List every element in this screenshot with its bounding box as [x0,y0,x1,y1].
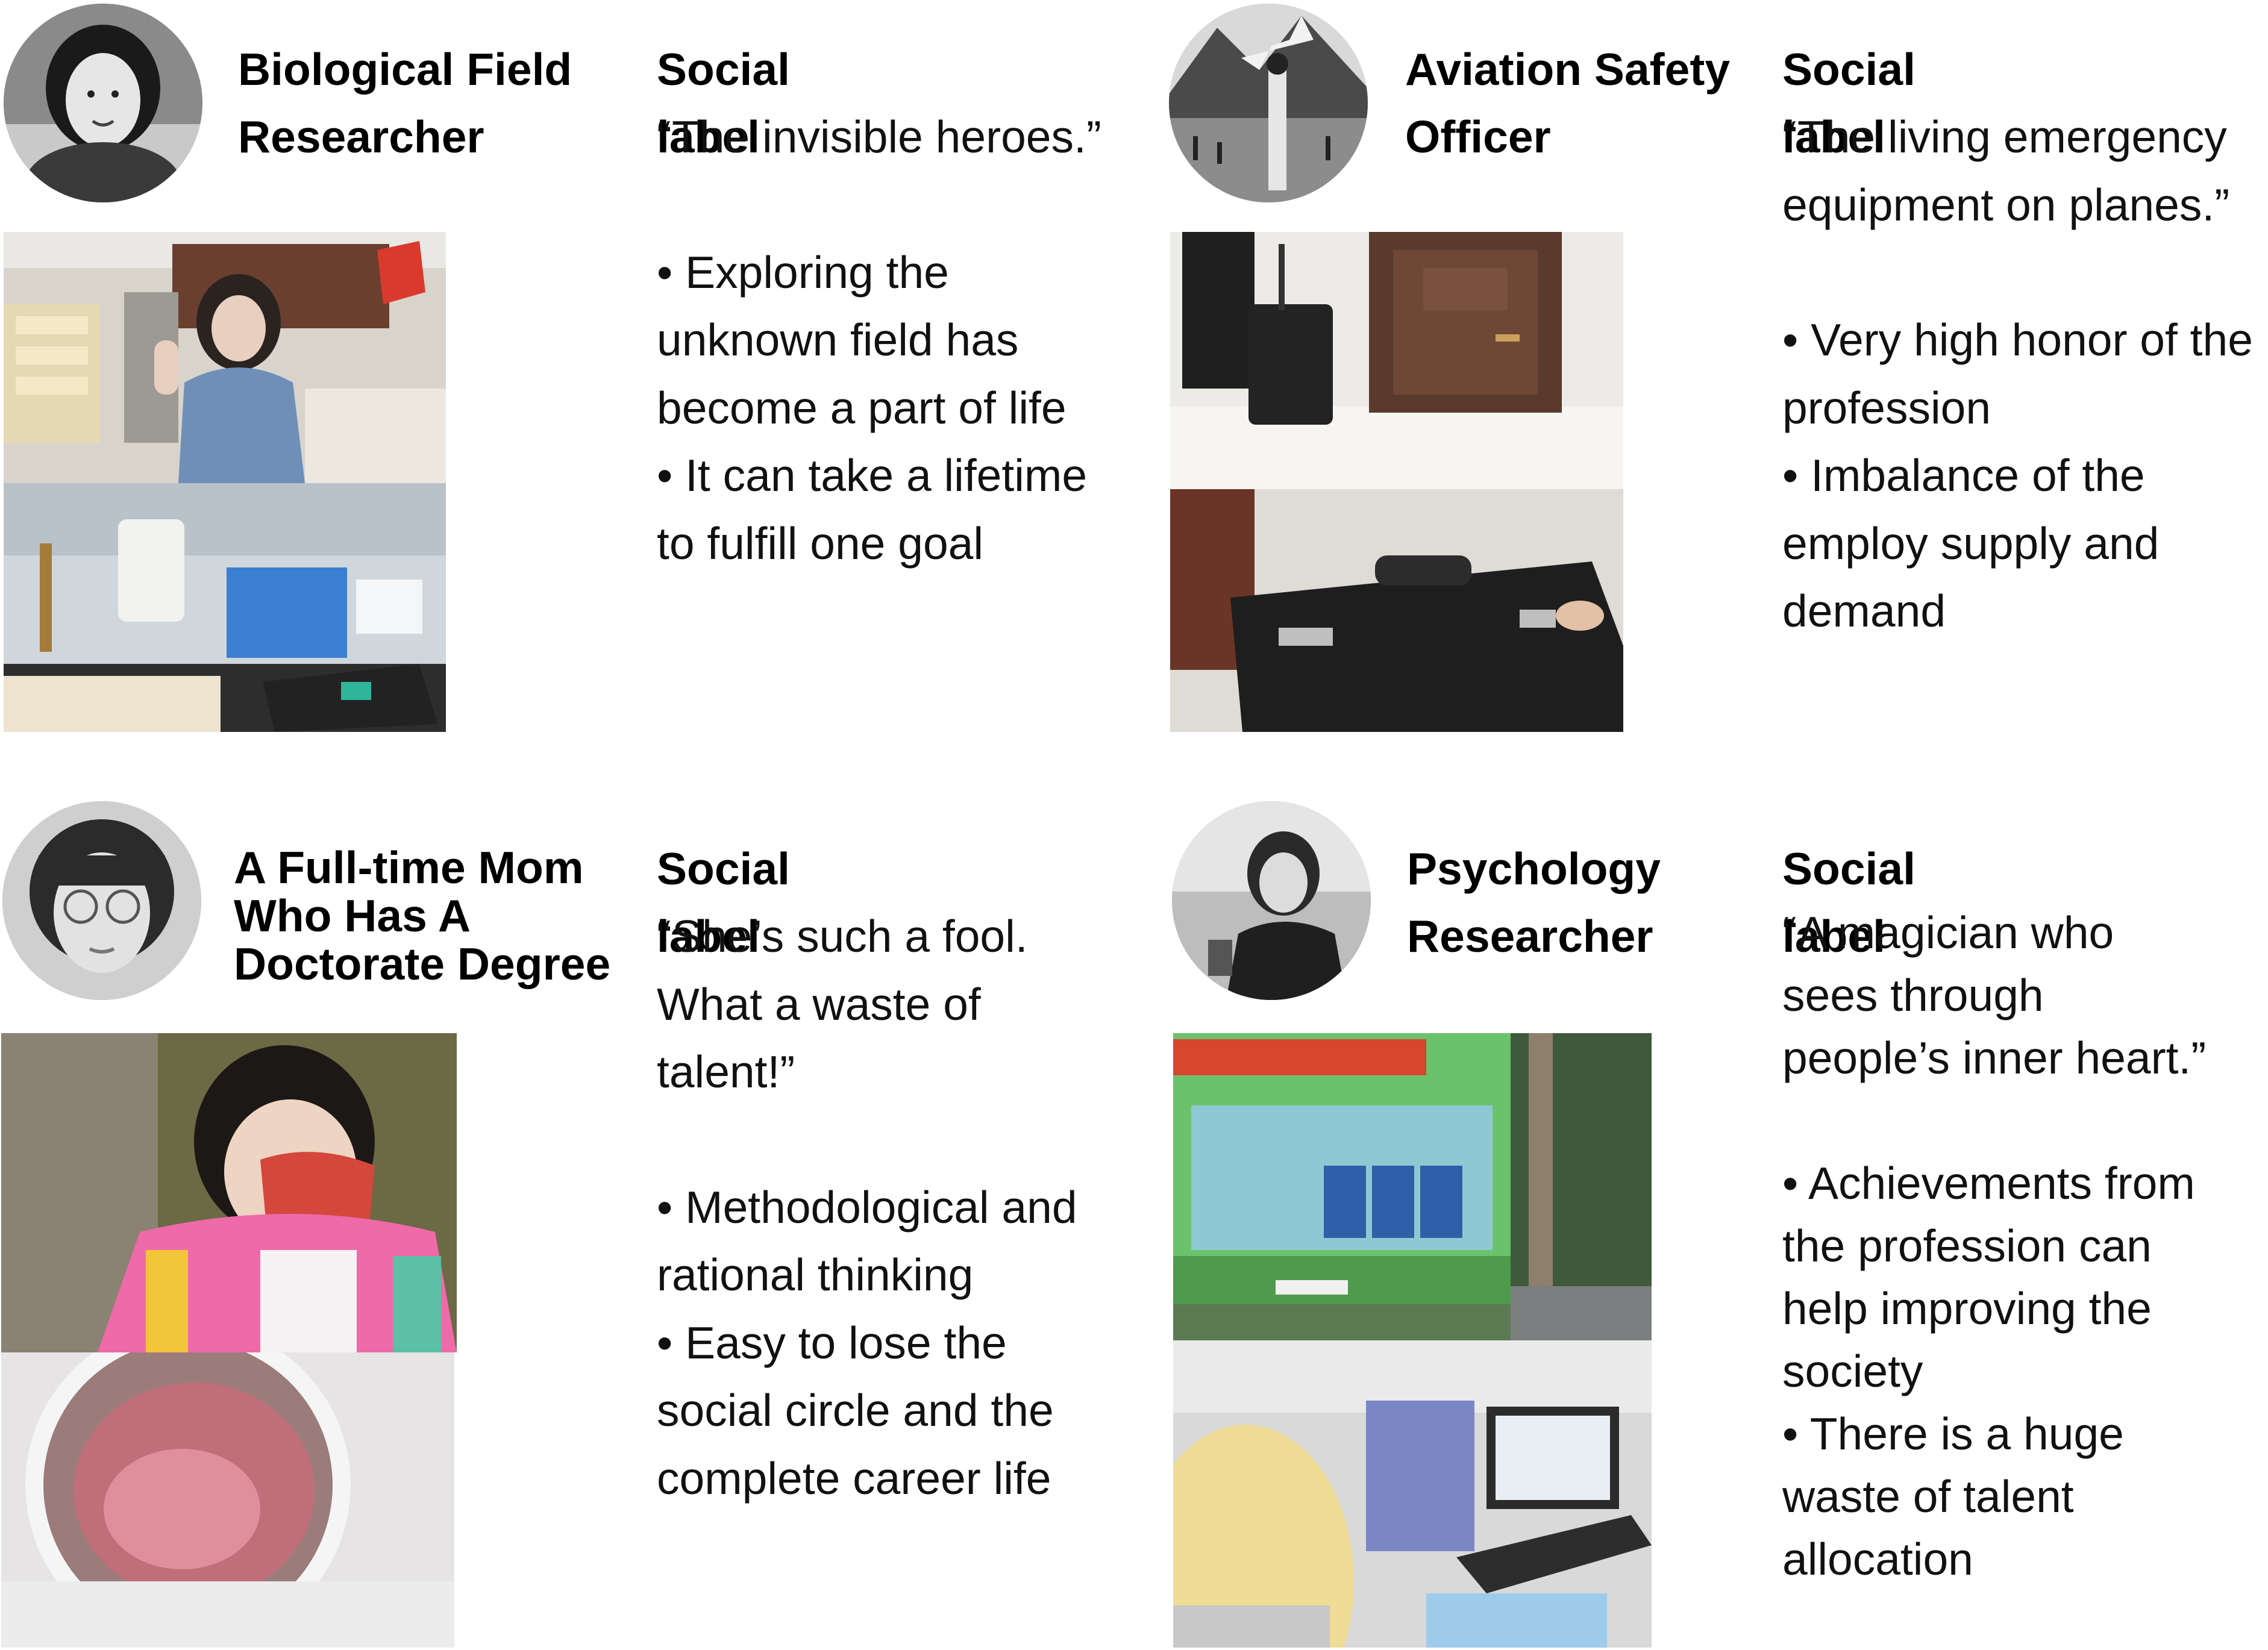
social-label-quote: “The living emergency equipment on plane… [1782,111,2230,230]
photo-emergency-equipment-case [1170,489,1623,732]
social-label-text-biological: “The invisible heroes.” • Exploring the … [657,103,1115,577]
bullet-item: • Exploring the unknown field has become… [657,246,1067,433]
social-label-quote: “She’s such a fool. What a waste of tale… [657,911,1028,1097]
photo-child-in-mask [1,1033,457,1352]
social-label-quote: “A magician who sees through people’s in… [1782,907,2207,1083]
avatar-aviation-safety-officer [1169,4,1368,202]
name-psychology-researcher: Psychology Researcher [1407,843,1661,961]
social-label-title: Social label [657,44,790,162]
social-label-title: Social label [1782,44,1916,162]
social-label-title: Social label [1782,843,1916,961]
social-label-title: Social label [657,843,790,961]
avatar-full-time-mom [2,801,201,1000]
photo-officer-rolling-case [1170,232,1623,489]
avatar-biological-researcher [4,4,202,202]
bullet-item: • It can take a lifetime to fulfill one … [657,450,1088,569]
photo-office-laptop-desk [1173,1340,1652,1648]
bullet-item: • Imbalance of the employ supply and dem… [1782,450,2160,636]
bullet-item: • There is a huge waste of talent alloca… [1782,1408,2124,1584]
social-label-text-aviation: “The living emergency equipment on plane… [1782,103,2258,645]
photo-lab-bench-pipette [4,483,446,732]
bullet-item: • Very high honor of the profession [1782,314,2253,433]
avatar-psychology-researcher [1172,801,1371,1000]
photo-lab-researcher-waving [4,232,446,483]
name-full-time-mom: A Full-time Mom Who Has A Doctorate Degr… [234,842,611,989]
social-label-text-psychology: “A magician who sees through people’s in… [1782,901,2216,1590]
name-biological-researcher: Biological Field Researcher [238,44,572,162]
bullet-item: • Achievements from the profession can h… [1782,1158,2195,1396]
photo-campus-shuttle-bus [1173,1033,1652,1340]
name-aviation-safety-officer: Aviation Safety Officer [1405,44,1731,162]
bullet-item: • Methodological and rational thinking [657,1181,1077,1301]
social-label-quote: “The invisible heroes.” [657,111,1101,162]
social-label-text-mom: “She’s such a fool. What a waste of tale… [657,902,1103,1512]
photo-washing-machine-drum [1,1352,454,1648]
bullet-item: • Easy to lose the social circle and the… [657,1317,1054,1504]
